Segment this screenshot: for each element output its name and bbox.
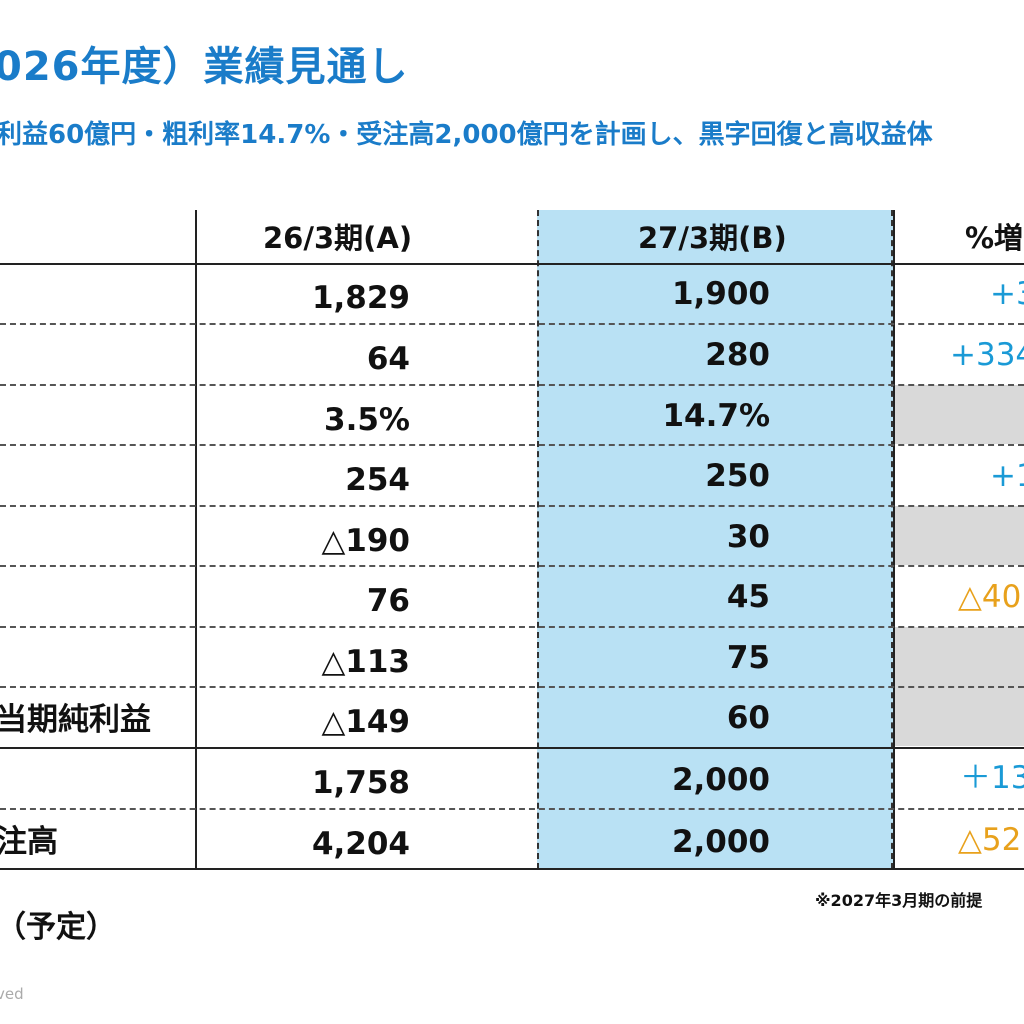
cell-pct: △40 (958, 579, 1022, 615)
cell-b: 280 (705, 337, 770, 373)
cell-pct: +334 (950, 337, 1024, 373)
row-divider (0, 808, 1024, 810)
column-header-b: 27/3期(B) (638, 221, 787, 255)
cell-b: 60 (726, 700, 770, 736)
cell-b: 75 (726, 640, 770, 676)
cell-a: △149 (321, 704, 410, 740)
cell-a: 1,758 (311, 765, 410, 801)
copyright-text: ved (0, 985, 24, 1003)
highlight-column (537, 210, 893, 869)
cell-a: 254 (345, 462, 410, 498)
cell-b: 1,900 (671, 276, 770, 312)
row-label: 注高 (0, 824, 58, 860)
grey-cell (894, 385, 1024, 444)
cell-pct: +1 (990, 458, 1024, 494)
row-divider (0, 384, 1024, 386)
cell-a: △113 (321, 644, 410, 680)
cell-a: 3.5% (324, 402, 410, 438)
cell-b: 2,000 (671, 824, 770, 860)
cell-b: 30 (726, 519, 770, 555)
page-subtitle: 利益60億円・粗利率14.7%・受注高2,000億円を計画し、黒字回復と高収益体 (0, 120, 933, 150)
row-divider (0, 505, 1024, 507)
column-header-pct: %増 (965, 221, 1024, 255)
page-title: 026年度）業績見通し (0, 44, 409, 90)
column-header-a: 26/3期(A) (263, 221, 413, 255)
grey-cell (894, 506, 1024, 565)
cell-b: 45 (726, 579, 770, 615)
header-rule (0, 263, 1024, 265)
footnote: ※2027年3月期の前提 (815, 891, 983, 910)
row-divider (0, 686, 1024, 688)
row-label: 当期純利益 (0, 702, 151, 738)
cell-a: 76 (366, 583, 410, 619)
column-divider (195, 210, 197, 869)
row-divider (0, 626, 1024, 628)
row-divider (0, 323, 1024, 325)
table-bottom-rule (0, 868, 1024, 870)
cell-b: 250 (705, 458, 770, 494)
cell-a: △190 (321, 523, 410, 559)
cell-a: 4,204 (311, 826, 410, 862)
cell-a: 64 (366, 341, 410, 377)
row-divider (0, 444, 1024, 446)
cell-b: 2,000 (671, 762, 770, 798)
scheduled-label: （予定） (0, 910, 116, 945)
cell-pct: +3 (990, 276, 1024, 312)
section-rule (0, 747, 1024, 749)
row-divider (0, 565, 1024, 567)
cell-a: 1,829 (311, 280, 410, 316)
cell-b: 14.7% (662, 398, 770, 434)
cell-pct: △52 (958, 822, 1022, 858)
cell-pct: ＋13 (960, 760, 1024, 796)
column-divider (893, 210, 895, 869)
